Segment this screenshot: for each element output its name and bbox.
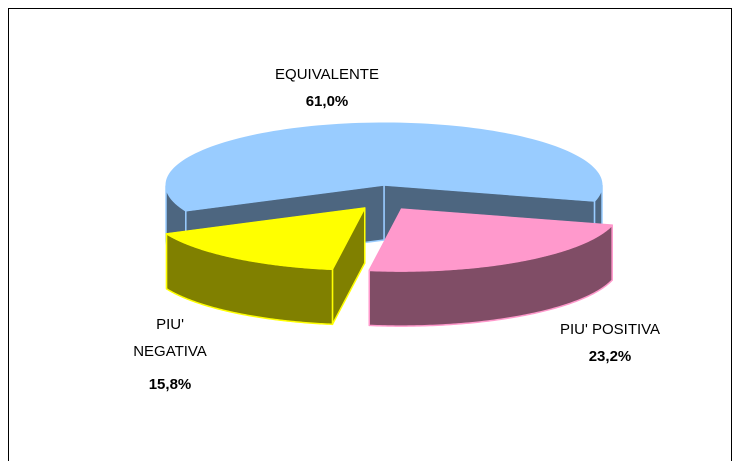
category-label: EQUIVALENTE (275, 66, 379, 83)
slice-top (368, 208, 614, 272)
category-label-line: PIU' (156, 316, 184, 333)
slice-top (165, 122, 603, 212)
value-label: 23,2% (589, 348, 632, 365)
category-label-line: NEGATIVA (133, 343, 207, 360)
slice (165, 207, 366, 326)
category-label: PIU' POSITIVA (560, 321, 660, 338)
category-label: PIU' NEGATIVA (133, 316, 207, 360)
slice-top (165, 207, 366, 270)
value-label: 61,0% (306, 93, 349, 110)
value-label: 15,8% (149, 376, 192, 393)
slice (368, 208, 614, 327)
